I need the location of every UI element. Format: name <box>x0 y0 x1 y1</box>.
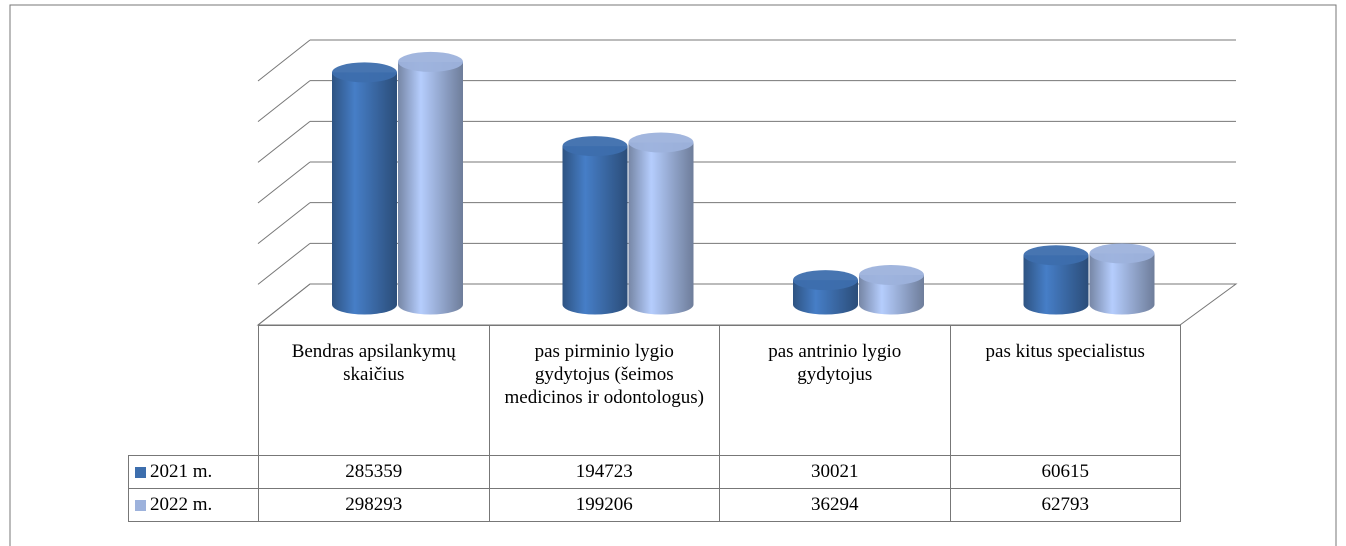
cylinder-top <box>1023 245 1089 266</box>
category-header: pas pirminio lygio gydytojus (šeimos med… <box>488 325 720 456</box>
cylinder-top <box>398 51 463 72</box>
cylinder-top <box>332 62 397 83</box>
table-value: 30021 <box>719 455 951 489</box>
table-value: 36294 <box>719 488 951 522</box>
cylinder-body <box>628 142 694 315</box>
table-value: 285359 <box>258 455 490 489</box>
cylinder-top <box>628 132 694 153</box>
cylinder-top <box>1089 243 1155 264</box>
cylinder-body <box>859 274 924 315</box>
table-value: 199206 <box>488 488 720 522</box>
grid-line-side <box>257 202 311 245</box>
legend-cell: 2022 m. <box>128 488 259 522</box>
cylinder-body <box>1089 253 1155 315</box>
cylinder-top <box>859 264 924 285</box>
legend-swatch <box>135 499 146 511</box>
table-value: 194723 <box>488 455 720 489</box>
grid-line-side <box>257 161 311 204</box>
bar <box>628 132 694 315</box>
cylinder-body <box>398 61 463 315</box>
cylinder-top <box>793 270 858 291</box>
bar <box>793 270 858 315</box>
legend-swatch <box>135 466 146 478</box>
bar <box>562 136 628 315</box>
grid-line-side <box>257 39 311 82</box>
table-value: 60615 <box>949 455 1181 489</box>
category-header: pas antrinio lygio gydytojus <box>719 325 951 456</box>
bar <box>332 62 397 315</box>
category-header: Bendras apsilankymų skaičius <box>258 325 490 456</box>
bar <box>1023 245 1089 315</box>
table-value: 62793 <box>949 488 1181 522</box>
cylinder-body <box>332 72 397 315</box>
category-header: pas kitus specialistus <box>949 325 1181 456</box>
chart-border <box>9 4 1337 546</box>
bar <box>859 264 924 315</box>
legend-cell: 2021 m. <box>128 455 259 489</box>
grid-line-side <box>257 80 311 123</box>
cylinder-top <box>562 136 628 157</box>
cylinder-body <box>562 146 628 315</box>
bar <box>398 51 463 315</box>
legend-label: 2021 m. <box>150 461 213 482</box>
cylinder-body <box>1023 255 1089 315</box>
grid-line-side <box>257 242 311 285</box>
bar <box>1089 243 1155 315</box>
legend-label: 2022 m. <box>150 494 213 515</box>
grid-line-side <box>257 120 311 163</box>
table-value: 298293 <box>258 488 490 522</box>
